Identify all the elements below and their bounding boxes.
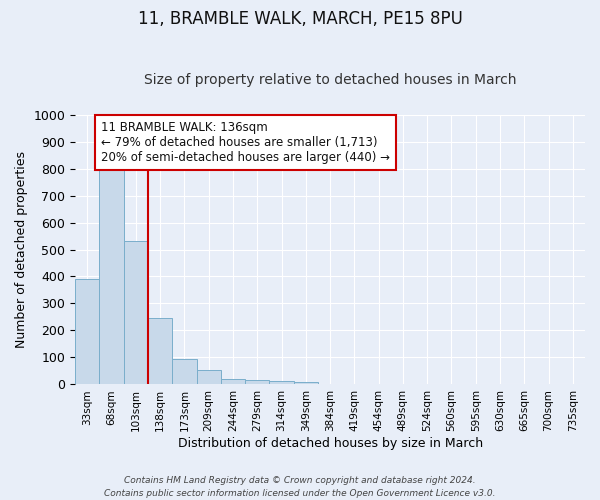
Y-axis label: Number of detached properties: Number of detached properties — [15, 151, 28, 348]
Bar — [124, 242, 148, 384]
Text: 11, BRAMBLE WALK, MARCH, PE15 8PU: 11, BRAMBLE WALK, MARCH, PE15 8PU — [137, 10, 463, 28]
Bar — [197, 370, 221, 384]
Bar — [269, 381, 293, 384]
Bar — [245, 380, 269, 384]
Text: 11 BRAMBLE WALK: 136sqm
← 79% of detached houses are smaller (1,713)
20% of semi: 11 BRAMBLE WALK: 136sqm ← 79% of detache… — [101, 122, 389, 164]
Bar — [148, 318, 172, 384]
Bar — [293, 382, 318, 384]
Text: Contains HM Land Registry data © Crown copyright and database right 2024.
Contai: Contains HM Land Registry data © Crown c… — [104, 476, 496, 498]
Bar — [172, 359, 197, 384]
Bar — [221, 378, 245, 384]
Bar — [75, 279, 100, 384]
X-axis label: Distribution of detached houses by size in March: Distribution of detached houses by size … — [178, 437, 482, 450]
Bar — [100, 162, 124, 384]
Title: Size of property relative to detached houses in March: Size of property relative to detached ho… — [144, 73, 517, 87]
